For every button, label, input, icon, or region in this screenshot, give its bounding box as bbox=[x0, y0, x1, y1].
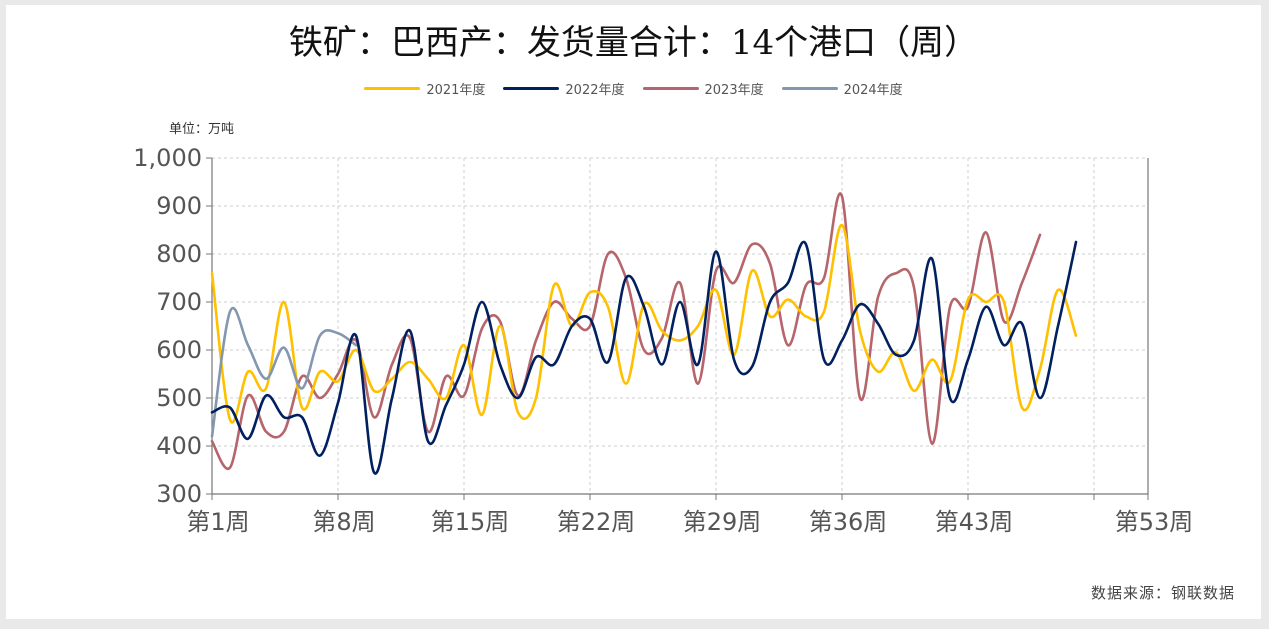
series-layer bbox=[210, 192, 1078, 475]
x-tick-label: 第53周 bbox=[1115, 508, 1194, 536]
tick-label-layer: 300 400 500 600 700 800 900 1,000 第1周 第8周 第15周 第22周… bbox=[133, 144, 1193, 536]
legend-swatch-2021 bbox=[364, 87, 421, 90]
unit-label: 单位：万吨 bbox=[169, 122, 235, 137]
x-tick-label: 第22周 bbox=[557, 508, 636, 536]
legend-label-2023: 2023年度 bbox=[704, 83, 764, 98]
legend-label-2024: 2024年度 bbox=[843, 83, 903, 98]
x-tick-label: 第43周 bbox=[935, 508, 1014, 536]
series-line-2024年度 bbox=[210, 307, 358, 438]
series-line-2022年度 bbox=[210, 240, 1078, 475]
y-tick-label: 700 bbox=[156, 288, 202, 316]
y-tick-label: 300 bbox=[156, 480, 202, 508]
y-tick-label: 900 bbox=[156, 192, 202, 220]
y-tick-label: 1,000 bbox=[133, 144, 202, 172]
legend-swatch-2024 bbox=[781, 87, 838, 90]
legend-label-2022: 2022年度 bbox=[565, 83, 625, 98]
y-tick-label: 600 bbox=[156, 336, 202, 364]
source-label: 数据来源：钢联数据 bbox=[1090, 584, 1235, 602]
legend-item-2023[interactable]: 2023年度 bbox=[642, 79, 764, 98]
chart-title: 铁矿：巴西产：发货量合计：14个港口（周） bbox=[288, 23, 979, 63]
legend-label-2021: 2021年度 bbox=[426, 83, 486, 98]
y-tick-label: 500 bbox=[156, 384, 202, 412]
legend-item-2021[interactable]: 2021年度 bbox=[364, 79, 485, 98]
x-tick-label: 第36周 bbox=[809, 508, 888, 536]
legend-swatch-2023 bbox=[642, 87, 699, 90]
legend: 2021年度 2022年度 2023年度 2024年度 bbox=[6, 79, 1261, 98]
y-tick-label: 400 bbox=[156, 432, 202, 460]
x-tick-label: 第29周 bbox=[683, 508, 762, 536]
x-tick-label: 第15周 bbox=[431, 508, 510, 536]
axis-layer bbox=[206, 157, 1149, 500]
legend-swatch-2022 bbox=[503, 87, 560, 90]
x-tick-label: 第1周 bbox=[186, 508, 249, 536]
legend-item-2022[interactable]: 2022年度 bbox=[503, 79, 625, 98]
y-tick-label: 800 bbox=[156, 240, 202, 268]
legend-item-2024[interactable]: 2024年度 bbox=[781, 79, 903, 98]
x-tick-label: 第8周 bbox=[312, 508, 375, 536]
